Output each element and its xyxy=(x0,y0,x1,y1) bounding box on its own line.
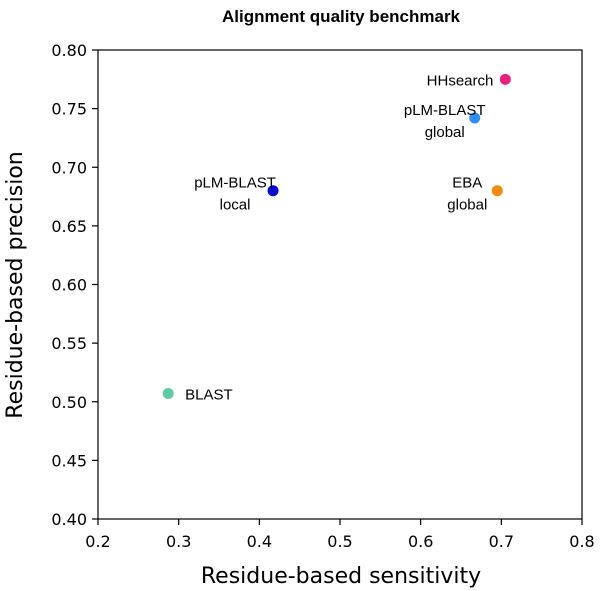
y-tick-label: 0.70 xyxy=(51,158,87,177)
chart-title: Alignment quality benchmark xyxy=(222,7,461,26)
x-tick-label: 0.7 xyxy=(489,532,514,551)
data-point xyxy=(162,388,174,400)
x-tick-label: 0.2 xyxy=(85,532,110,551)
y-tick-label: 0.45 xyxy=(51,451,87,470)
point-label-line: pLM-BLAST xyxy=(404,102,486,119)
y-tick-label: 0.65 xyxy=(51,217,87,236)
point-label-line: BLAST xyxy=(185,387,233,404)
point-label: HHsearch xyxy=(427,72,494,89)
plot-frame xyxy=(97,49,583,520)
x-tick-label: 0.8 xyxy=(569,532,594,551)
y-tick-label: 0.50 xyxy=(51,393,87,412)
data-point xyxy=(499,73,511,85)
y-tick-label: 0.80 xyxy=(51,41,87,60)
data-point xyxy=(491,185,503,197)
y-tick-label: 0.55 xyxy=(51,334,87,353)
point-label-line: pLM-BLAST xyxy=(194,175,276,192)
data-points xyxy=(162,73,511,400)
y-axis-label: Residue-based precision xyxy=(3,151,28,418)
point-label: BLAST xyxy=(185,387,233,404)
y-tick-label: 0.40 xyxy=(51,510,87,529)
data-point xyxy=(469,112,481,124)
point-label-line: global xyxy=(425,124,465,141)
point-label-line: local xyxy=(220,197,251,214)
point-label: pLM-BLAST global xyxy=(404,102,486,141)
x-tick-label: 0.3 xyxy=(166,532,191,551)
point-labels: HHsearch pLM-BLAST global pLM-BLAST local EBA… xyxy=(185,72,493,403)
x-tick-label: 0.4 xyxy=(247,532,272,551)
x-axis: 0.2 0.3 0.4 0.5 0.6 0.7 0.8 xyxy=(85,519,595,551)
point-label-line: EBA xyxy=(452,175,482,192)
y-tick-label: 0.75 xyxy=(51,100,87,119)
y-tick-label: 0.60 xyxy=(51,276,87,295)
point-label: EBA global xyxy=(447,175,487,214)
point-label-line: HHsearch xyxy=(427,72,494,89)
point-label: pLM-BLAST local xyxy=(194,175,276,214)
data-point xyxy=(267,185,279,197)
point-label-line: global xyxy=(447,197,487,214)
x-axis-label: Residue-based sensitivity xyxy=(201,564,481,589)
y-axis: 0.40 0.45 0.50 0.55 0.60 0.65 0.70 0.75 0.80 xyxy=(51,41,98,529)
x-tick-label: 0.6 xyxy=(408,532,433,551)
x-tick-label: 0.5 xyxy=(327,532,352,551)
